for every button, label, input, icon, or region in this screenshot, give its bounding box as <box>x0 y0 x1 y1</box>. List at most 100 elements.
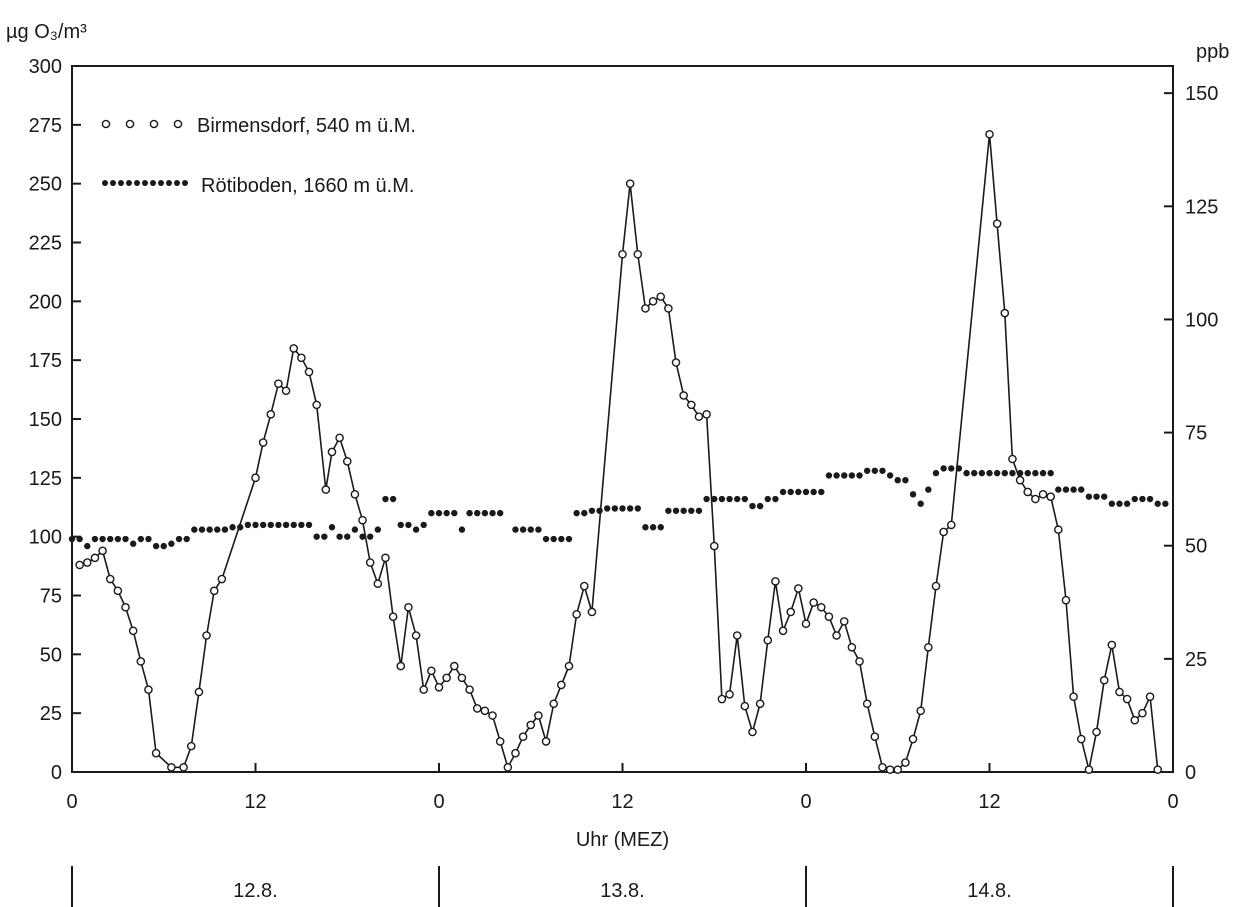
data-point-birmensdorf <box>1023 487 1033 497</box>
data-point-birmensdorf <box>526 720 536 730</box>
data-point-roetiboden <box>321 533 328 540</box>
data-point-birmensdorf <box>121 602 130 612</box>
legend-marker-roetiboden <box>182 180 188 186</box>
data-point-birmensdorf <box>985 129 994 139</box>
data-point-birmensdorf <box>1099 675 1109 685</box>
data-point-birmensdorf <box>839 617 849 626</box>
data-point-roetiboden <box>122 535 129 543</box>
data-point-roetiboden <box>818 488 825 496</box>
data-point-roetiboden <box>527 526 534 533</box>
data-point-birmensdorf <box>656 292 666 301</box>
data-point-roetiboden <box>756 502 764 510</box>
data-point-birmensdorf <box>1107 640 1117 650</box>
y-right-tick-label: 50 <box>1185 536 1207 558</box>
data-point-roetiboden <box>917 500 924 507</box>
data-point-roetiboden <box>160 542 167 550</box>
data-point-roetiboden <box>267 521 274 529</box>
data-point-birmensdorf <box>411 631 421 640</box>
data-point-roetiboden <box>1070 486 1077 493</box>
data-point-roetiboden <box>1093 493 1100 500</box>
data-point-birmensdorf <box>709 541 719 551</box>
data-point-birmensdorf <box>1000 308 1010 318</box>
data-point-roetiboden <box>902 476 909 484</box>
data-point-birmensdorf <box>335 433 344 443</box>
data-point-roetiboden <box>634 505 641 512</box>
data-point-birmensdorf <box>90 553 100 563</box>
data-point-birmensdorf <box>534 711 543 720</box>
data-point-roetiboden <box>672 507 680 514</box>
data-point-birmensdorf <box>618 249 627 259</box>
data-point-birmensdorf <box>702 409 711 419</box>
data-point-roetiboden <box>558 535 565 543</box>
data-point-birmensdorf <box>587 607 597 617</box>
data-point-roetiboden <box>1100 493 1108 500</box>
data-point-roetiboden <box>1062 486 1070 493</box>
data-point-roetiboden <box>1016 469 1024 477</box>
legend-marker-roetiboden <box>102 180 108 186</box>
data-point-birmensdorf <box>1061 595 1071 605</box>
legend-marker-roetiboden <box>126 180 132 186</box>
data-point-birmensdorf <box>472 704 482 713</box>
data-point-roetiboden <box>382 495 389 503</box>
data-point-roetiboden <box>359 533 366 540</box>
data-point-birmensdorf <box>388 612 398 621</box>
data-point-birmensdorf <box>579 581 589 591</box>
data-point-roetiboden <box>940 465 947 472</box>
data-point-roetiboden <box>229 524 236 531</box>
data-point-birmensdorf <box>258 438 268 447</box>
data-point-birmensdorf <box>404 602 413 612</box>
data-point-roetiboden <box>290 521 297 529</box>
y-left-tick-label: 200 <box>29 291 62 313</box>
data-point-birmensdorf <box>442 673 451 683</box>
data-point-birmensdorf <box>342 457 352 466</box>
data-point-roetiboden <box>298 521 305 529</box>
data-point-roetiboden <box>198 526 206 533</box>
data-point-birmensdorf <box>396 661 406 671</box>
data-point-birmensdorf <box>457 673 467 683</box>
x-axis-title: Uhr (MEZ) <box>576 829 669 851</box>
data-point-birmensdorf <box>365 558 375 567</box>
data-point-roetiboden <box>948 465 955 472</box>
data-point-birmensdorf <box>786 607 796 617</box>
data-point-roetiboden <box>711 495 718 503</box>
data-point-birmensdorf <box>694 412 704 421</box>
data-point-roetiboden <box>114 535 122 543</box>
data-point-birmensdorf <box>725 690 734 699</box>
data-point-roetiboden <box>275 521 282 529</box>
data-point-birmensdorf <box>878 762 887 772</box>
data-point-birmensdorf <box>321 485 331 494</box>
data-point-birmensdorf <box>274 379 283 389</box>
data-point-birmensdorf <box>289 344 299 353</box>
data-point-roetiboden <box>955 465 963 472</box>
data-point-birmensdorf <box>304 367 314 377</box>
data-point-roetiboden <box>191 526 198 533</box>
y-left-tick-label: 100 <box>29 527 62 549</box>
data-point-birmensdorf <box>992 219 1002 228</box>
data-point-birmensdorf <box>75 560 84 570</box>
x-tick-label: 12 <box>978 791 1000 813</box>
data-point-birmensdorf <box>82 558 92 567</box>
legend-marker-roetiboden <box>166 180 172 186</box>
data-point-birmensdorf <box>924 642 933 652</box>
data-point-birmensdorf <box>128 626 138 636</box>
data-point-birmensdorf <box>557 680 566 690</box>
data-point-birmensdorf <box>281 386 291 396</box>
series-roetiboden <box>68 465 1169 550</box>
data-point-birmensdorf <box>136 657 146 666</box>
x-tick-label: 0 <box>433 791 444 813</box>
y-left-tick-label: 75 <box>40 586 62 608</box>
data-point-roetiboden <box>963 469 970 477</box>
data-point-roetiboden <box>305 521 313 529</box>
series-birmensdorf <box>75 129 1163 774</box>
data-point-birmensdorf <box>771 577 780 586</box>
data-point-roetiboden <box>351 526 359 533</box>
data-point-roetiboden <box>986 469 993 477</box>
data-point-roetiboden <box>642 524 649 531</box>
y-right-tick-label: 125 <box>1185 196 1218 218</box>
data-point-roetiboden <box>68 535 76 543</box>
data-point-roetiboden <box>328 524 336 531</box>
data-point-roetiboden <box>374 526 382 533</box>
data-point-birmensdorf <box>209 586 219 596</box>
y-right-axis-title: ppb <box>1196 41 1229 63</box>
data-point-birmensdorf <box>186 741 196 751</box>
